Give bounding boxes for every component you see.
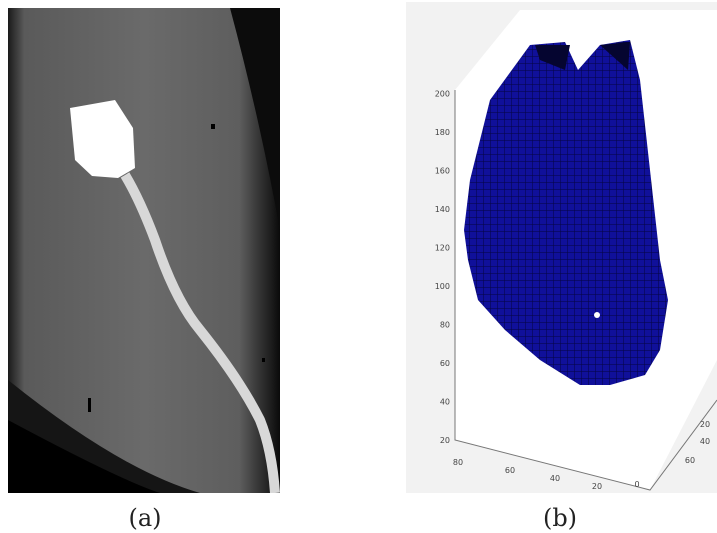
x-tick-label: 20 [592, 482, 602, 491]
x-tick-label: 80 [453, 458, 463, 467]
y-tick-label: 40 [700, 437, 710, 446]
x-tick-label: 0 [634, 480, 639, 489]
y-tick-label: 20 [700, 420, 710, 429]
z-tick-label: 120 [435, 244, 450, 253]
ct-image [8, 8, 280, 493]
z-tick-label: 140 [435, 205, 450, 214]
z-tick-label: 160 [435, 167, 450, 176]
z-tick-label: 100 [435, 282, 450, 291]
caption: (b) [543, 504, 577, 532]
caption: (a) [128, 504, 161, 532]
z-tick-label: 20 [440, 436, 450, 445]
z-tick-label: 80 [440, 321, 450, 330]
y-tick-label: 60 [685, 456, 695, 465]
figure-canvas: 2040608010012014016018020080604020020406… [0, 0, 717, 533]
x-tick-label: 40 [550, 474, 560, 483]
z-tick-label: 180 [435, 128, 450, 137]
z-tick-label: 200 [435, 90, 450, 99]
figure: 2040608010012014016018020080604020020406… [0, 0, 717, 533]
z-tick-label: 60 [440, 359, 450, 368]
x-tick-label: 60 [505, 466, 515, 475]
z-tick-label: 40 [440, 398, 450, 407]
